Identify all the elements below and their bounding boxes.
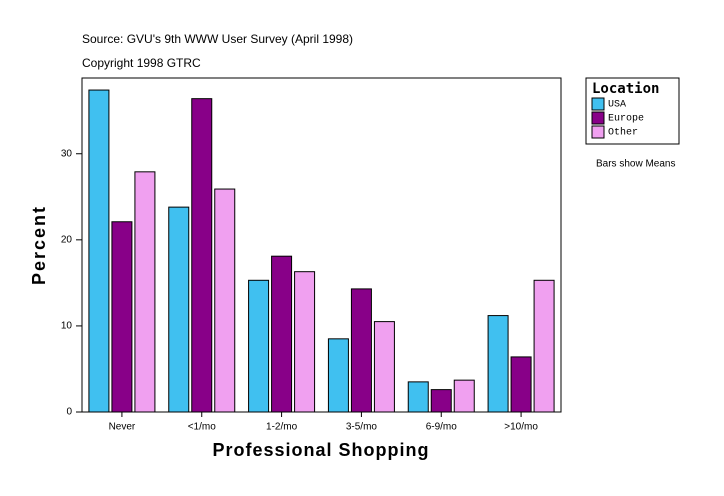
bar [510, 356, 532, 413]
y-axis-label: Percent [29, 205, 49, 285]
bar [134, 171, 156, 413]
legend-label: USA [608, 100, 626, 111]
bar [453, 379, 475, 413]
legend-title: Location [592, 81, 659, 97]
x-tick-label: >10/mo [504, 422, 538, 433]
x-tick-label: Never [109, 422, 136, 433]
x-tick-label: 6-9/mo [426, 422, 458, 433]
bar [430, 389, 452, 413]
bar [533, 279, 555, 413]
x-tick-label: 1-2/mo [266, 422, 298, 433]
chart-title: Source: GVU's 9th WWW User Survey (April… [82, 32, 353, 46]
plot-frame [81, 77, 562, 413]
chart-subtitle: Copyright 1998 GTRC [82, 56, 201, 70]
y-tick-label: 0 [66, 407, 72, 418]
bar [407, 381, 429, 413]
bar [168, 206, 190, 413]
y-tick-label: 20 [61, 234, 73, 245]
bar [350, 288, 372, 413]
bar [271, 255, 293, 413]
bar [294, 271, 316, 413]
x-axis-label: Professional Shopping [212, 440, 429, 460]
bar [248, 279, 270, 413]
legend-label: Other [608, 127, 638, 139]
x-tick-label: <1/mo [188, 422, 217, 433]
bar [327, 338, 349, 413]
bar [487, 315, 509, 413]
legend-swatch [591, 97, 605, 111]
bar [88, 89, 110, 413]
bar [111, 221, 133, 413]
y-tick-label: 10 [61, 321, 73, 332]
bar [373, 321, 395, 413]
legend-label: Europe [608, 114, 644, 125]
x-tick-label: 3-5/mo [346, 422, 378, 433]
bar [191, 98, 213, 413]
annotation: Bars show Means [596, 159, 675, 170]
legend-swatch [591, 125, 605, 139]
y-tick-label: 30 [61, 148, 73, 159]
legend-swatch [591, 111, 605, 125]
bar [214, 188, 236, 413]
